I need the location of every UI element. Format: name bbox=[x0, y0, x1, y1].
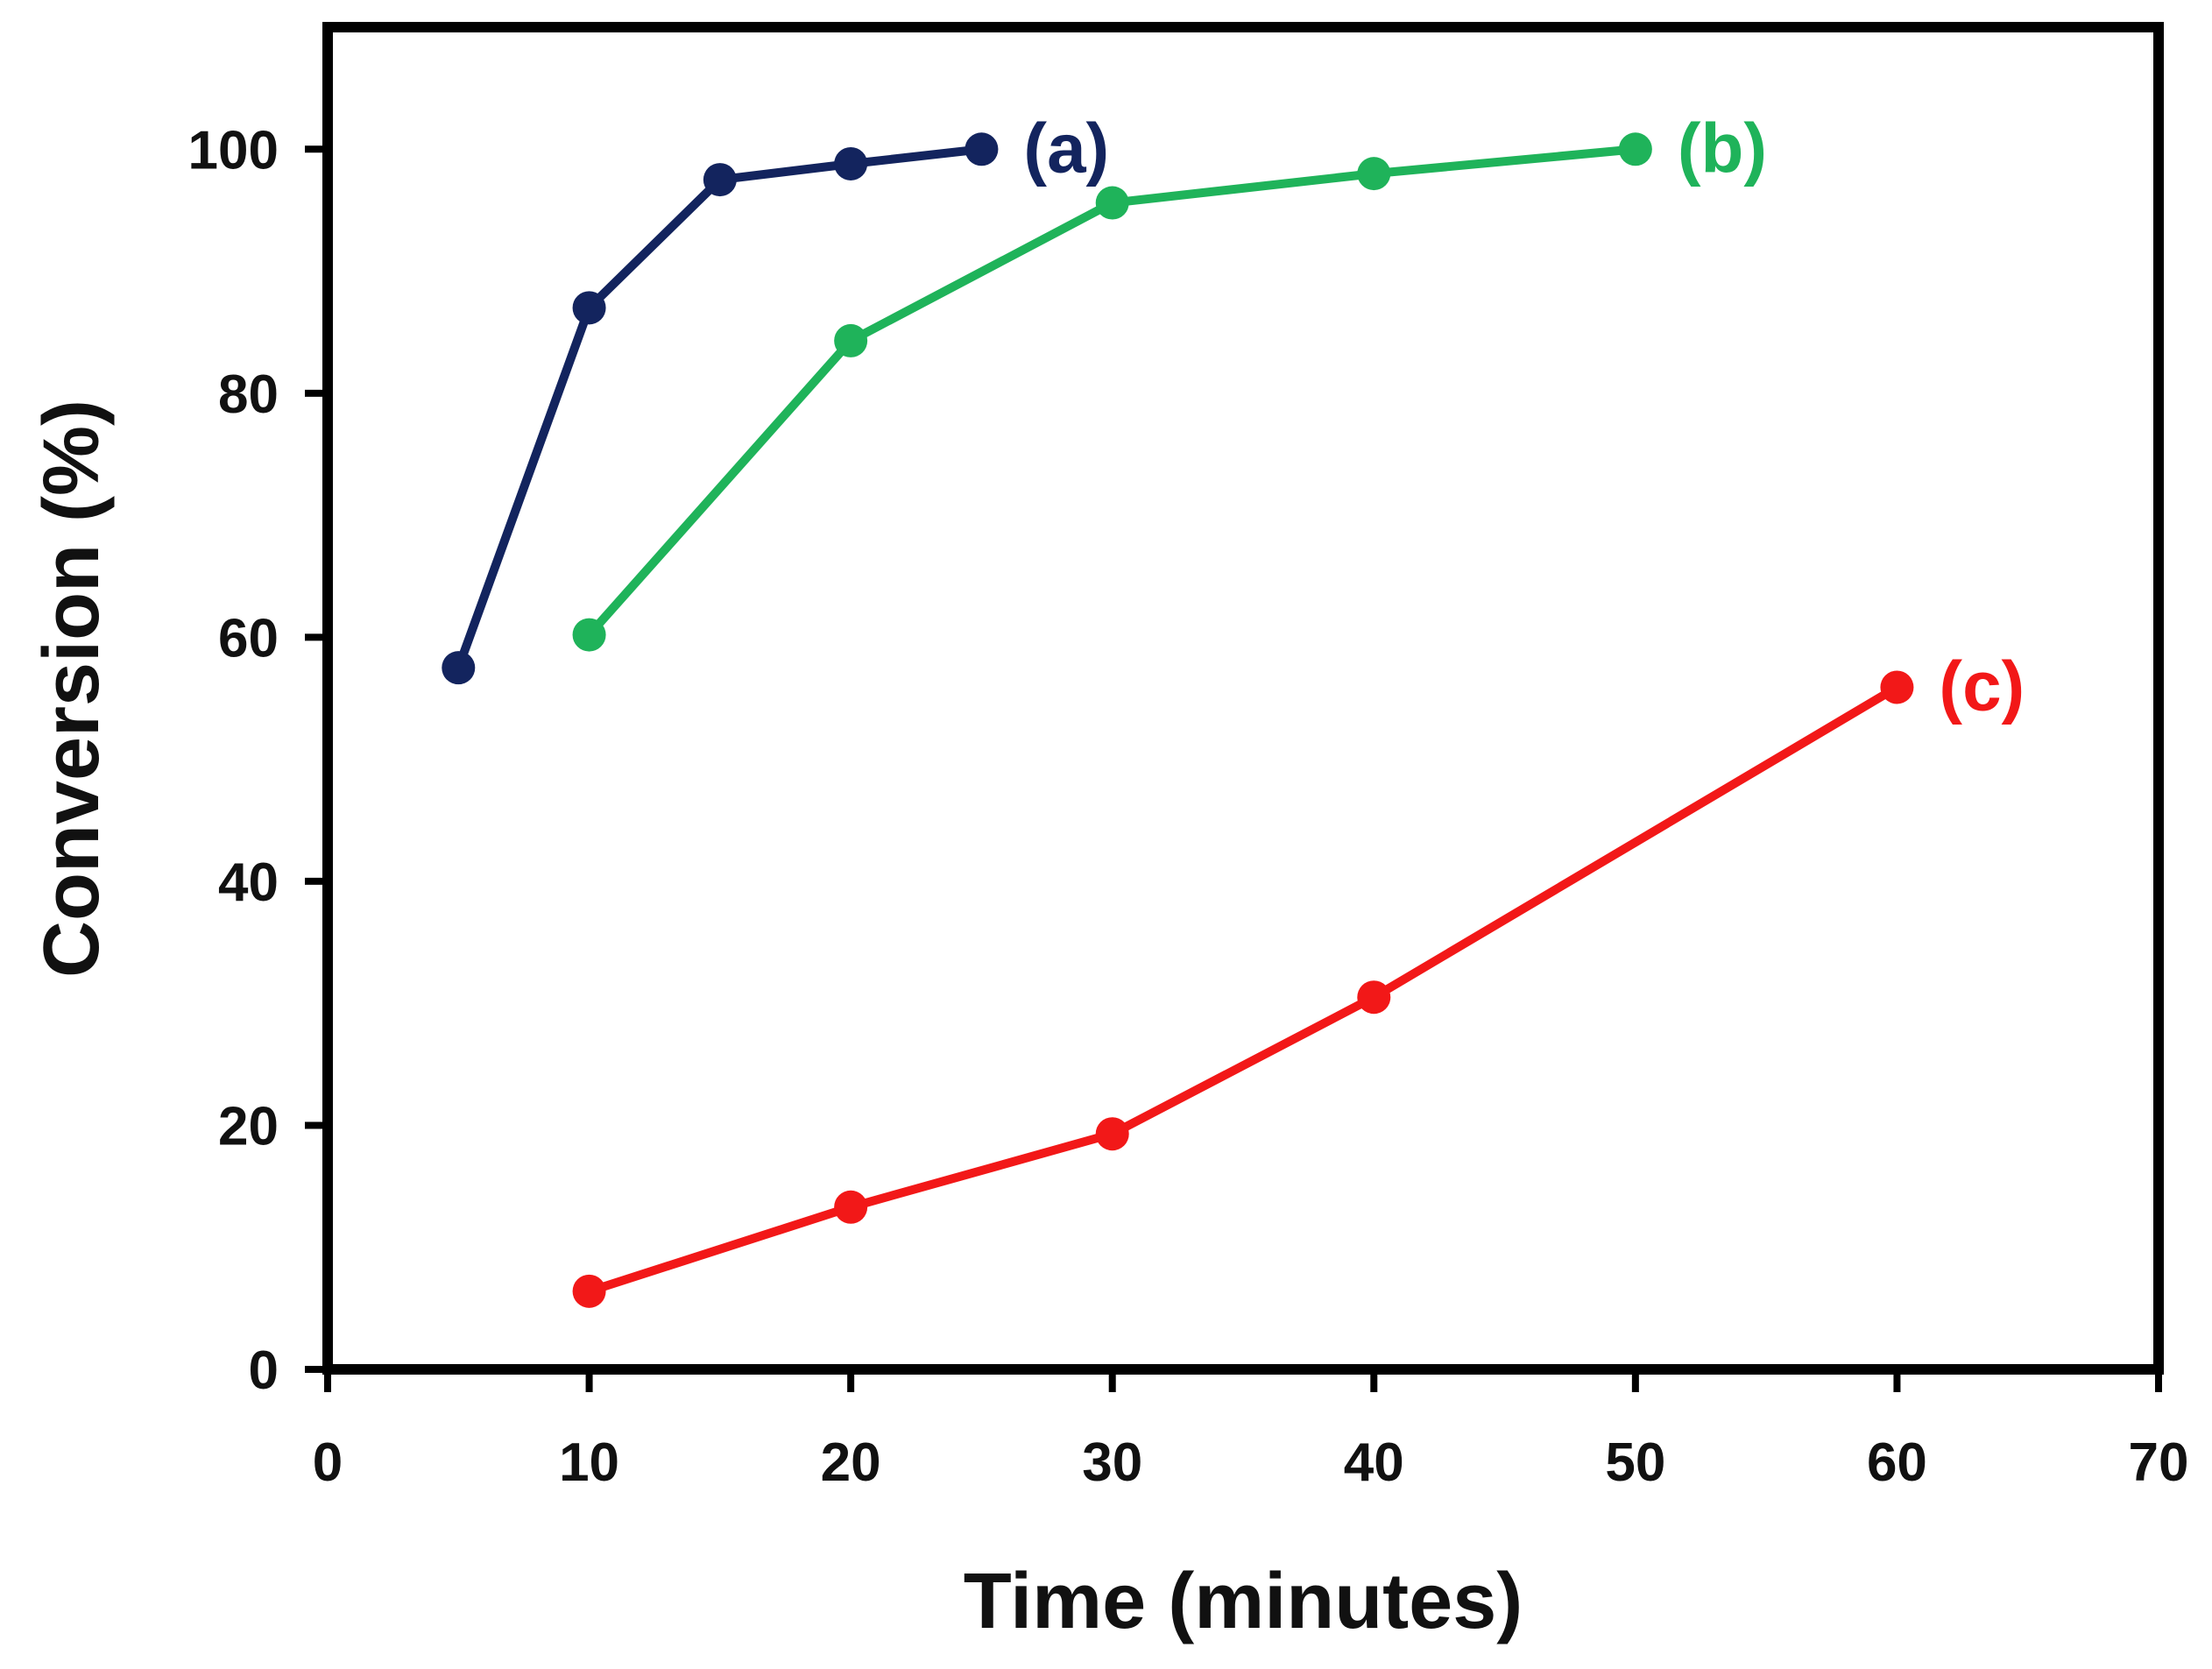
data-point bbox=[834, 1190, 868, 1224]
x-tick-label: 10 bbox=[559, 1432, 619, 1493]
series-2: (c) bbox=[572, 647, 2025, 1308]
y-tick-label: 20 bbox=[218, 1096, 279, 1156]
x-axis-ticks: 0 10 20 30 40 50 60 70 bbox=[313, 1369, 2189, 1493]
series-line bbox=[454, 145, 986, 673]
y-axis-ticks: 0 20 40 60 80 100 bbox=[188, 120, 328, 1401]
data-point bbox=[572, 1274, 606, 1308]
y-tick-label: 60 bbox=[218, 608, 279, 668]
series-label: (a) bbox=[1023, 109, 1109, 187]
x-tick-label: 50 bbox=[1605, 1432, 1665, 1493]
x-tick-label: 30 bbox=[1082, 1432, 1142, 1493]
y-tick-label: 40 bbox=[218, 852, 279, 913]
data-point bbox=[834, 323, 868, 357]
series-line bbox=[584, 682, 1902, 1296]
data-point bbox=[1618, 132, 1652, 166]
series-layer: (a) (b) (c) bbox=[442, 109, 2025, 1308]
data-point bbox=[572, 618, 606, 652]
series-label: (c) bbox=[1939, 647, 2025, 725]
x-tick-label: 20 bbox=[821, 1432, 881, 1493]
series-line bbox=[584, 145, 1640, 640]
series-0: (a) bbox=[442, 109, 1109, 685]
data-point bbox=[703, 163, 737, 197]
data-point bbox=[1095, 1117, 1129, 1151]
x-tick-label: 70 bbox=[2129, 1432, 2189, 1493]
data-point bbox=[1880, 670, 1914, 704]
y-axis-title: Conversion (%) bbox=[28, 400, 116, 978]
data-point bbox=[1095, 186, 1129, 220]
y-tick-label: 80 bbox=[218, 364, 279, 425]
x-tick-label: 0 bbox=[313, 1432, 343, 1493]
series-1: (b) bbox=[572, 109, 1767, 652]
plot-frame bbox=[322, 22, 2164, 1375]
data-point bbox=[1357, 157, 1391, 191]
data-point bbox=[442, 651, 476, 685]
data-point bbox=[965, 132, 999, 166]
data-point bbox=[572, 291, 606, 325]
series-label: (b) bbox=[1678, 109, 1767, 187]
x-tick-label: 60 bbox=[1867, 1432, 1927, 1493]
x-tick-label: 40 bbox=[1344, 1432, 1404, 1493]
x-axis-title: Time (minutes) bbox=[964, 1558, 1523, 1645]
y-tick-label: 100 bbox=[188, 120, 279, 180]
y-tick-label: 0 bbox=[249, 1340, 279, 1401]
data-point bbox=[834, 146, 868, 180]
data-point bbox=[1357, 980, 1391, 1015]
